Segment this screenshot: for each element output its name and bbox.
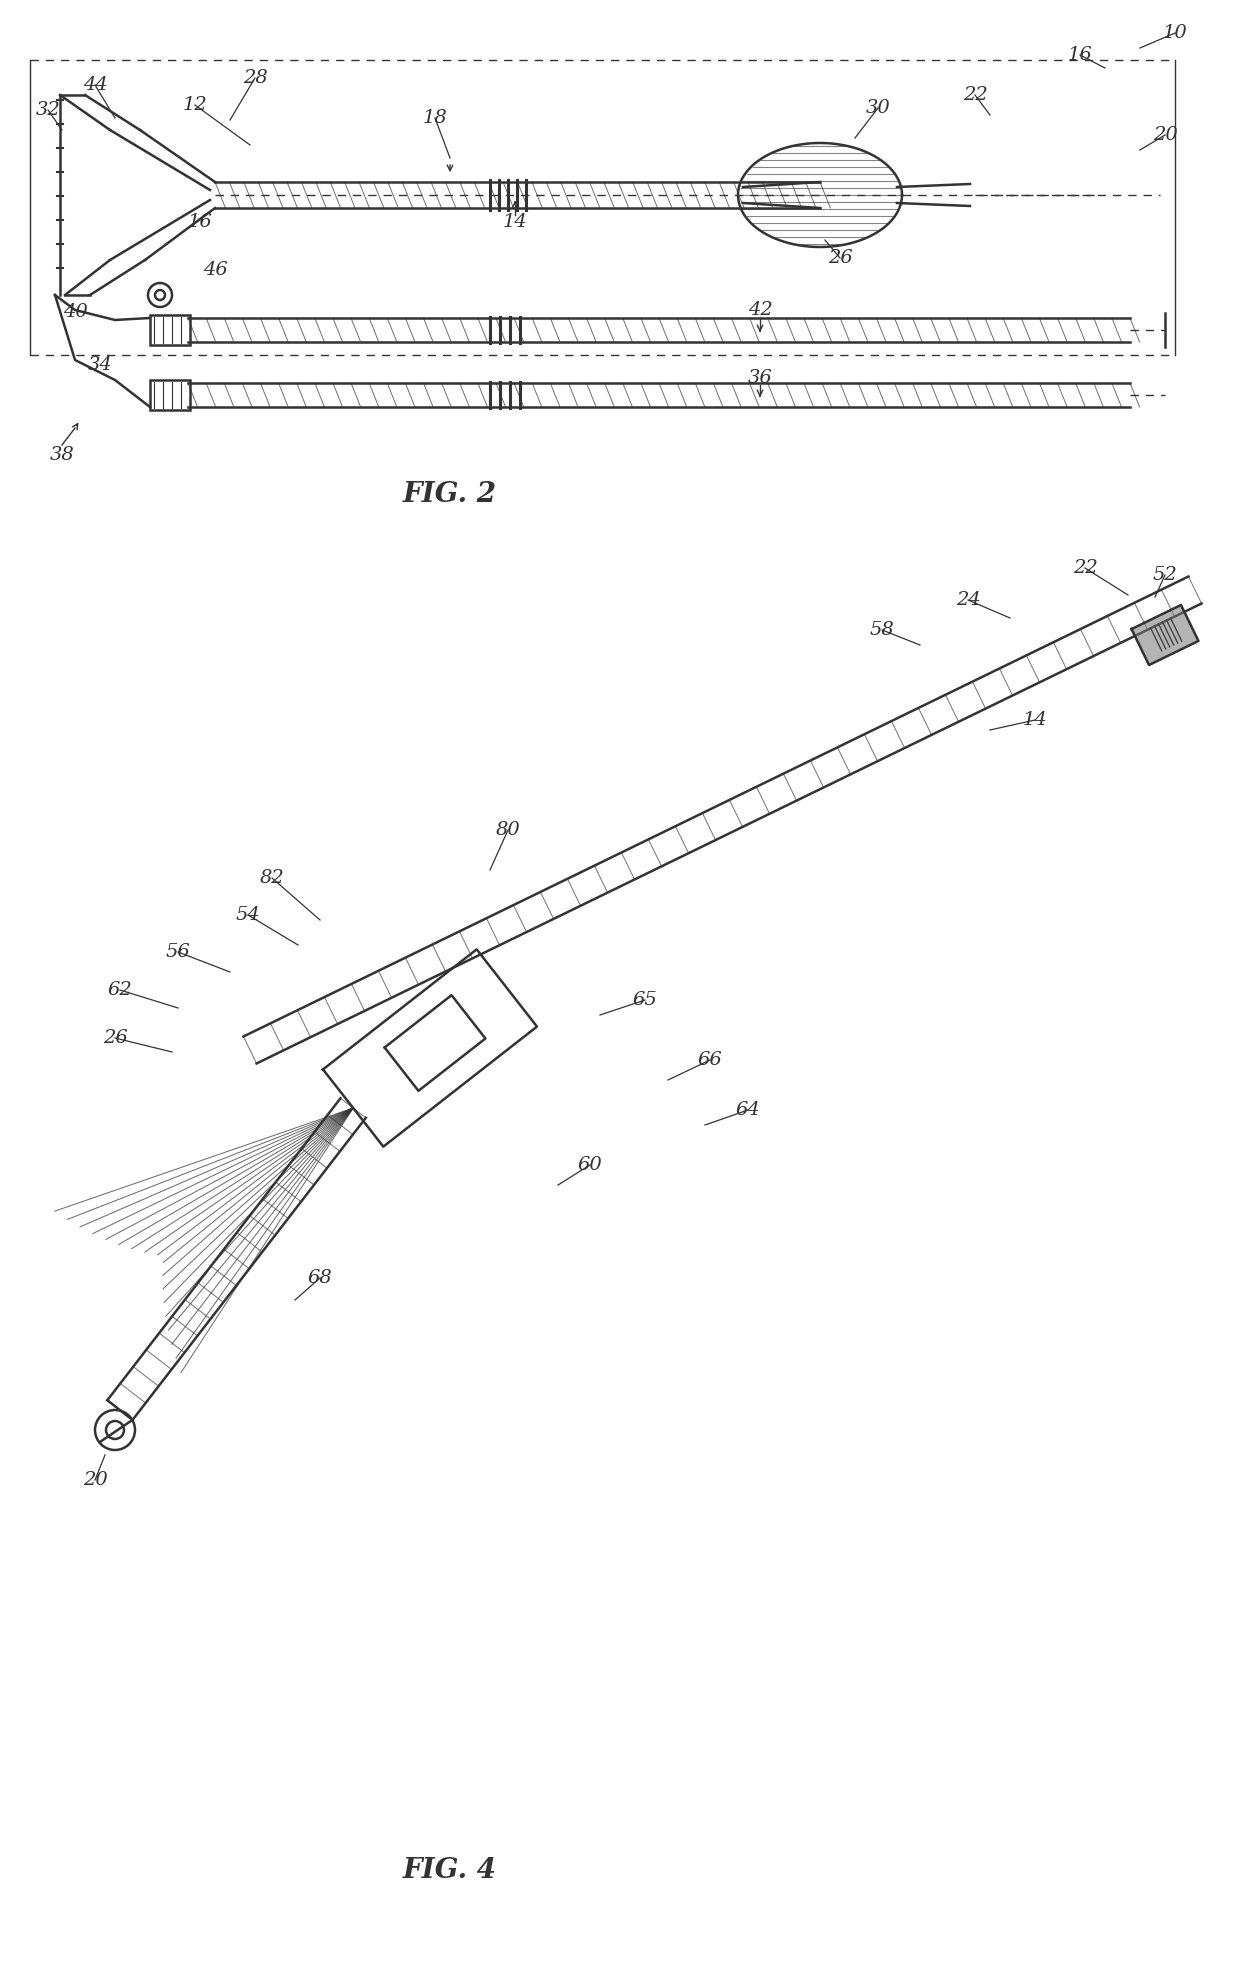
Text: FIG. 4: FIG. 4	[403, 1856, 497, 1884]
Text: 10: 10	[1163, 24, 1188, 41]
Text: 58: 58	[869, 622, 894, 640]
Text: 28: 28	[243, 69, 268, 86]
Text: 64: 64	[735, 1101, 760, 1118]
Text: 38: 38	[50, 445, 74, 463]
Text: 16: 16	[1068, 45, 1092, 65]
Text: 16: 16	[187, 214, 212, 232]
Text: 32: 32	[36, 100, 61, 120]
Text: 52: 52	[1153, 565, 1177, 585]
Text: 34: 34	[88, 355, 113, 375]
Text: 56: 56	[166, 944, 191, 961]
Text: 82: 82	[259, 869, 284, 887]
Text: 14: 14	[502, 214, 527, 232]
Text: 68: 68	[308, 1269, 332, 1287]
Text: 24: 24	[956, 591, 981, 608]
Text: 14: 14	[1023, 710, 1048, 730]
Text: 62: 62	[108, 981, 133, 999]
Polygon shape	[1132, 604, 1199, 665]
Text: 80: 80	[496, 820, 521, 840]
Text: 12: 12	[182, 96, 207, 114]
Text: 65: 65	[632, 991, 657, 1008]
Bar	[150, 316, 190, 345]
Text: 54: 54	[236, 906, 260, 924]
Text: 26: 26	[827, 249, 852, 267]
Text: 44: 44	[83, 77, 108, 94]
Text: 26: 26	[103, 1028, 128, 1048]
Text: 22: 22	[1073, 559, 1097, 577]
Text: 40: 40	[63, 302, 87, 322]
Text: 20: 20	[83, 1472, 108, 1489]
Text: 30: 30	[866, 98, 890, 118]
Text: 42: 42	[748, 300, 773, 320]
Text: 60: 60	[578, 1156, 603, 1173]
Text: 66: 66	[698, 1052, 723, 1069]
Text: FIG. 2: FIG. 2	[403, 481, 497, 508]
Text: 22: 22	[962, 86, 987, 104]
Text: 36: 36	[748, 369, 773, 387]
Text: 18: 18	[423, 110, 448, 128]
Text: 20: 20	[1153, 126, 1177, 143]
Bar	[150, 381, 190, 410]
Text: 46: 46	[202, 261, 227, 279]
